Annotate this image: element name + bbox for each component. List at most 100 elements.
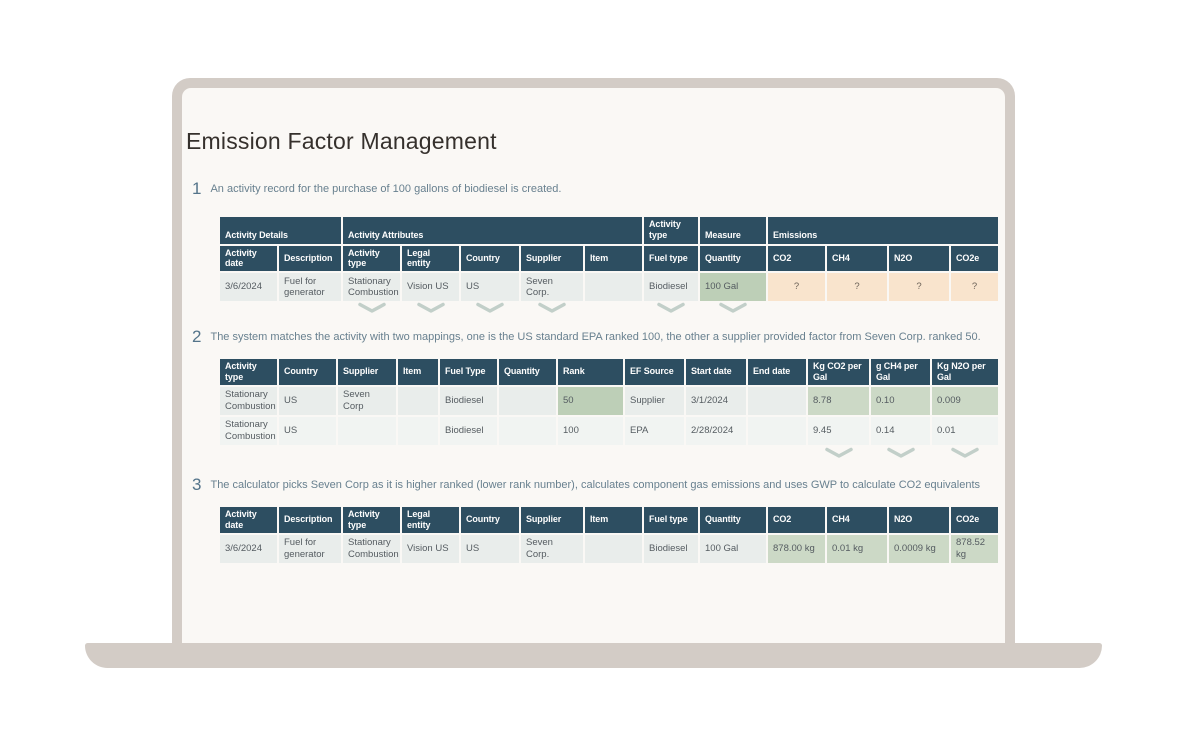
table-cell: Vision US (402, 534, 459, 563)
step-3-header: 3 The calculator picks Seven Corp as it … (192, 476, 982, 493)
group-header: Measure (700, 217, 767, 244)
step-number: 2 (192, 327, 202, 346)
table-cell: ? (768, 273, 826, 302)
calculated-emissions-table: Activity date Description Activity type Leg… (218, 505, 1000, 565)
table-cell: US (279, 416, 336, 445)
data-table: Activity Details Activity Attributes Activ… (218, 215, 1000, 303)
group-header: Activity Details (220, 217, 341, 244)
table-cell: 2/28/2024 (686, 416, 746, 445)
chevron-down-icon (950, 447, 980, 459)
table-cell (748, 386, 806, 415)
table-cell: Stationary Combustion (343, 273, 400, 302)
step-number: 3 (192, 475, 202, 494)
column-header: Item (585, 245, 643, 272)
column-header: Activity type (343, 245, 400, 272)
flow-chevron-row (218, 445, 1000, 459)
table-cell: 3/6/2024 (220, 273, 277, 302)
table-cell (499, 386, 556, 415)
table-cell: ? (889, 273, 950, 302)
step-description: An activity record for the purchase of 1… (210, 183, 562, 195)
table-cell: Supplier (625, 386, 684, 415)
group-header: Activity Attributes (343, 217, 643, 244)
table-cell (748, 416, 806, 445)
table-cell: US (279, 386, 336, 415)
column-header: Legal entity (402, 245, 459, 272)
table-cell: Stationary Combustion (343, 534, 400, 563)
table-cell: ? (827, 273, 888, 302)
chevron-down-icon (656, 302, 686, 314)
column-header: Activity date (220, 245, 277, 272)
column-header: Supplier (521, 245, 583, 272)
table-cell: EPA (625, 416, 684, 445)
table-cell (398, 386, 438, 415)
table-cell: 878.52 kg (951, 534, 998, 563)
table-cell: ? (951, 273, 999, 302)
column-header: Description (279, 245, 341, 272)
table-cell: Biodiesel (644, 534, 698, 563)
column-header: Activity date (220, 507, 277, 533)
chevron-down-icon (718, 302, 748, 314)
column-header: N2O (889, 507, 949, 533)
column-header: Kg N2O per Gal (932, 359, 998, 385)
table-cell: 0.0009 kg (889, 534, 949, 563)
table-cell: Fuel for generator (279, 273, 341, 302)
table-cell: 878.00 kg (768, 534, 825, 563)
chevron-down-icon (416, 302, 446, 314)
step-description: The system matches the activity with two… (210, 331, 981, 343)
table-cell: Vision US (402, 273, 459, 302)
laptop-screen: Emission Factor Management 1 An activity… (172, 78, 1015, 644)
table-cell: Seven Corp. (521, 273, 583, 302)
column-header: N2O (889, 245, 950, 272)
column-header: Country (279, 359, 336, 385)
table-cell: Biodiesel (644, 273, 699, 302)
table-cell: 0.01 (932, 416, 998, 445)
column-header: CO2 (768, 245, 826, 272)
table-cell: US (461, 534, 519, 563)
table-cell: Stationary Combustion (220, 386, 277, 415)
step-number: 1 (192, 179, 202, 198)
table-row: 3/6/2024 Fuel for generator Stationary Com… (220, 273, 999, 302)
column-header: CH4 (827, 507, 887, 533)
column-header: Quantity (499, 359, 556, 385)
column-header: CH4 (827, 245, 888, 272)
table-cell (585, 534, 642, 563)
column-header: Fuel type (644, 507, 698, 533)
table-cell: Biodiesel (440, 416, 497, 445)
table-cell: 50 (558, 386, 623, 415)
table-row: Stationary Combustion US Seven Corp Biodies… (220, 386, 998, 415)
column-header: Fuel Type (440, 359, 497, 385)
chevron-down-icon (824, 447, 854, 459)
table-cell: 0.10 (871, 386, 930, 415)
table-cell: US (461, 273, 519, 302)
table-cell: 9.45 (808, 416, 869, 445)
table-cell (338, 416, 396, 445)
table-cell: 100 Gal (700, 534, 766, 563)
column-header: Legal entity (402, 507, 459, 533)
table-cell: 100 (558, 416, 623, 445)
step-description: The calculator picks Seven Corp as it is… (210, 479, 981, 491)
column-header: Rank (558, 359, 623, 385)
column-header: Kg CO2 per Gal (808, 359, 869, 385)
flow-chevron-row (218, 300, 1000, 314)
laptop-base (85, 643, 1102, 668)
data-table: Activity type Country Supplier Item Fuel Typ… (218, 357, 1000, 447)
column-header: CO2e (951, 245, 999, 272)
table-cell: 100 Gal (700, 273, 767, 302)
column-header: Item (398, 359, 438, 385)
column-header: End date (748, 359, 806, 385)
column-header: Quantity (700, 507, 766, 533)
table-cell: 3/1/2024 (686, 386, 746, 415)
column-header: Fuel type (644, 245, 699, 272)
table-row: Stationary Combustion US Biodiesel 100 EPA 2/… (220, 416, 998, 445)
page-title: Emission Factor Management (186, 128, 497, 154)
column-header: CO2e (951, 507, 998, 533)
step-1-header: 1 An activity record for the purchase of… (192, 180, 982, 197)
column-header: g CH4 per Gal (871, 359, 930, 385)
table-cell: Seven Corp. (521, 534, 583, 563)
column-header: Quantity (700, 245, 767, 272)
table-cell: 8.78 (808, 386, 869, 415)
column-header: Item (585, 507, 642, 533)
chevron-down-icon (537, 302, 567, 314)
group-header: Activity type (644, 217, 699, 244)
column-header: Activity type (220, 359, 277, 385)
